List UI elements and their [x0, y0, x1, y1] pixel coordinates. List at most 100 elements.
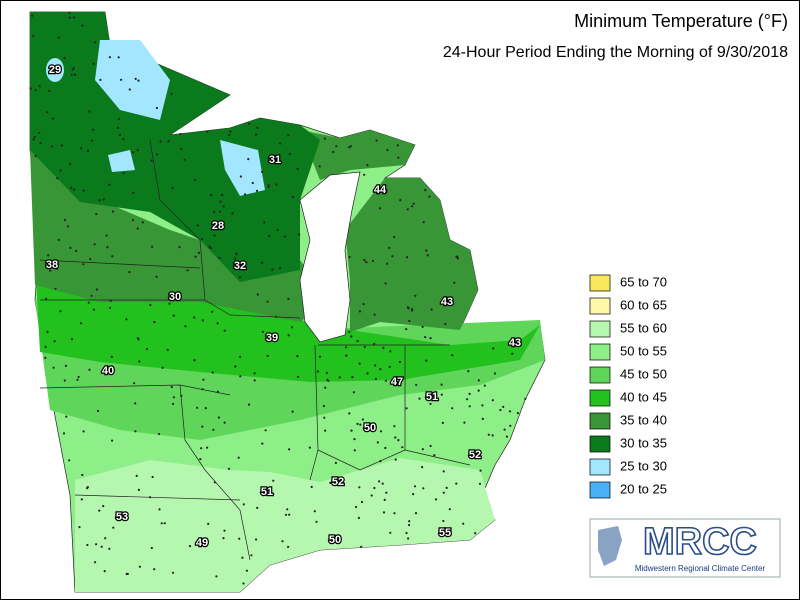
station-dot: [217, 416, 220, 419]
station-dot: [73, 73, 77, 76]
legend-label: 35 to 40: [620, 412, 667, 427]
station-dot: [468, 392, 471, 395]
station-label: 30: [169, 291, 181, 303]
station-dot: [131, 151, 135, 154]
station-dot: [141, 221, 144, 224]
station-dot: [275, 183, 278, 186]
station-dot: [424, 336, 427, 339]
station-dot: [487, 433, 490, 436]
station-dot: [32, 35, 35, 38]
station-dot: [57, 36, 60, 39]
station-dot: [481, 404, 484, 407]
station-dot: [221, 193, 224, 196]
station-dot: [323, 416, 326, 419]
station-dot: [247, 403, 251, 406]
station-dot: [194, 255, 197, 258]
station-dot: [172, 396, 175, 399]
legend-swatch: [589, 366, 611, 384]
station-label: 31: [269, 154, 281, 166]
station-dot: [463, 421, 466, 424]
station-dot: [337, 482, 340, 485]
station-dot: [68, 162, 72, 165]
station-dot: [408, 520, 411, 523]
station-dot: [73, 188, 76, 191]
station-dot: [180, 147, 183, 150]
station-dot: [92, 62, 95, 65]
station-dot: [159, 140, 162, 143]
station-dot: [324, 429, 327, 432]
station-dot: [444, 322, 447, 326]
station-dot: [102, 505, 105, 508]
station-dot: [250, 554, 253, 557]
station-dot: [206, 130, 209, 133]
station-dot: [150, 159, 153, 162]
station-dot: [326, 378, 329, 381]
station-dot: [291, 410, 294, 413]
station-dot: [134, 430, 137, 433]
station-dot: [296, 167, 299, 170]
station-dot: [405, 531, 408, 535]
station-dot: [49, 269, 52, 272]
station-dot: [112, 526, 115, 529]
station-dot: [59, 310, 62, 313]
station-dot: [239, 355, 242, 358]
station-dot: [251, 181, 254, 185]
station-dot: [215, 575, 218, 578]
station-dot: [78, 526, 81, 529]
station-dot: [193, 179, 197, 182]
station-dot: [122, 137, 125, 140]
station-dot: [491, 434, 494, 437]
station-dot: [71, 68, 74, 71]
station-dot: [287, 297, 290, 301]
station-dot: [261, 261, 264, 264]
station-dots: [29, 11, 527, 585]
legend-label: 45 to 50: [620, 366, 667, 381]
station-dot: [524, 397, 527, 400]
station-dot: [92, 128, 95, 131]
station-dot: [136, 337, 139, 340]
station-dot: [171, 571, 175, 574]
station-dot: [355, 505, 358, 509]
station-dot: [356, 422, 359, 425]
station-dot: [275, 315, 278, 318]
station-dot: [138, 565, 141, 568]
station-dot: [479, 469, 482, 472]
station-dot: [183, 158, 186, 161]
station-dot: [87, 301, 90, 304]
station-dot: [131, 219, 135, 222]
station-dot: [374, 377, 377, 381]
station-dot: [82, 263, 85, 266]
station-dot: [128, 271, 131, 274]
station-dot: [193, 316, 196, 319]
station-dot: [196, 224, 199, 227]
station-dot: [242, 503, 245, 506]
station-dot: [412, 202, 415, 205]
station-dot: [57, 238, 61, 241]
station-dot: [200, 237, 203, 241]
station-label: 29: [49, 64, 61, 76]
station-dot: [348, 330, 351, 334]
station-dot: [350, 335, 353, 338]
station-dot: [227, 467, 231, 470]
station-dot: [382, 346, 385, 349]
station-dot: [370, 494, 373, 497]
station-dot: [68, 11, 71, 14]
station-dot: [412, 493, 415, 496]
station-label: 28: [212, 220, 224, 232]
station-dot: [100, 545, 103, 548]
station-dot: [493, 372, 497, 375]
station-dot: [389, 350, 392, 353]
station-dot: [234, 365, 237, 368]
station-dot: [366, 372, 369, 375]
station-dot: [264, 429, 267, 432]
station-dot: [239, 175, 242, 178]
station-dot: [32, 138, 35, 141]
station-dot: [316, 370, 319, 373]
station-dot: [267, 185, 270, 188]
station-dot: [46, 111, 49, 114]
station-dot: [394, 458, 397, 461]
station-label: 39: [266, 332, 278, 344]
station-dot: [363, 345, 366, 348]
station-dot: [291, 195, 294, 199]
station-dot: [134, 77, 137, 80]
